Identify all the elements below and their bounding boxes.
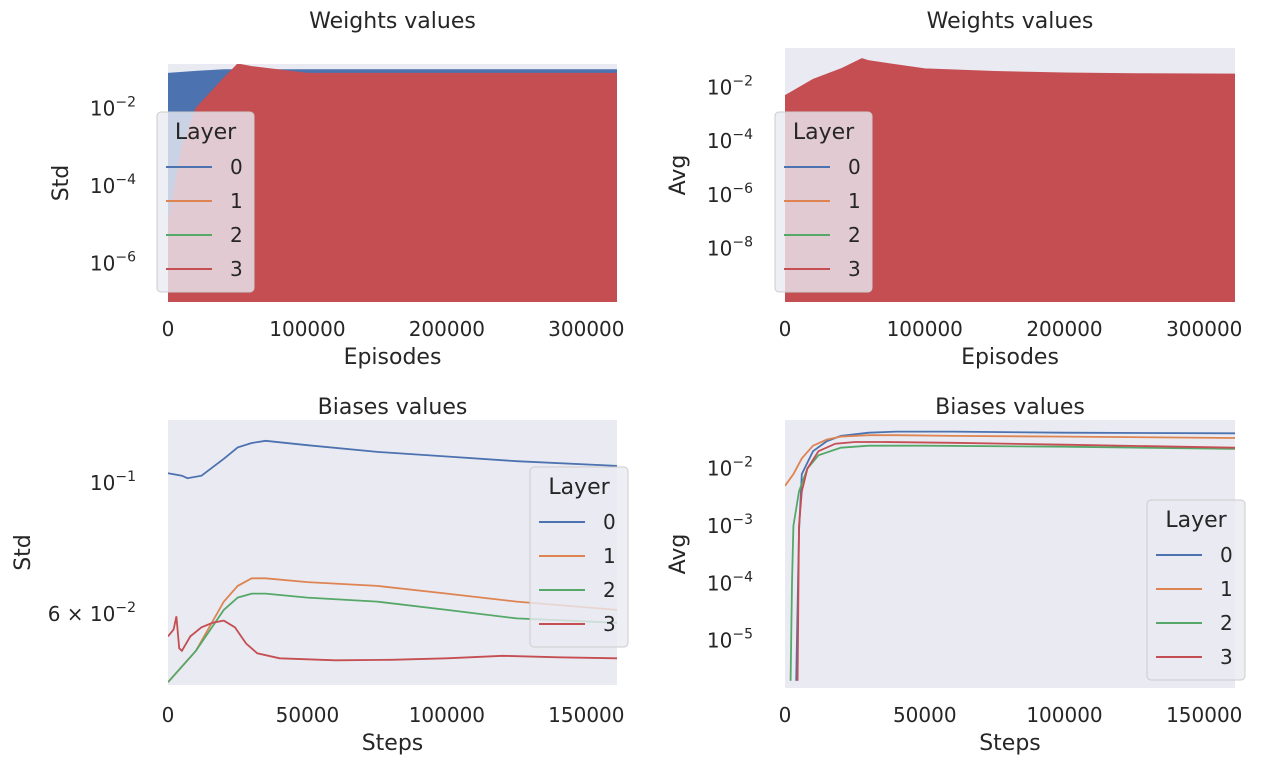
legend-entry-label: 2 xyxy=(603,578,616,602)
x-tick-label: 50000 xyxy=(893,703,957,727)
x-tick-label: 300000 xyxy=(1166,317,1242,341)
legend-entry-label: 1 xyxy=(1220,577,1233,601)
legend-entry-label: 0 xyxy=(603,510,616,534)
y-tick-label: 10−4 xyxy=(90,172,136,198)
y-tick-label: 10−1 xyxy=(90,469,136,495)
y-tick-label: 10−4 xyxy=(707,569,753,595)
x-tick-label: 300000 xyxy=(548,317,624,341)
y-axis-label: Avg xyxy=(666,155,691,196)
x-tick-label: 0 xyxy=(779,703,792,727)
x-tick-label: 0 xyxy=(162,317,175,341)
legend-entry-label: 0 xyxy=(1220,543,1233,567)
legend-title: Layer xyxy=(548,475,610,500)
y-tick-label: 10−3 xyxy=(707,512,753,538)
legend-entry-label: 2 xyxy=(848,223,861,247)
legend-entry-label: 3 xyxy=(1220,645,1233,669)
legend-entry-label: 1 xyxy=(603,544,616,568)
legend-entry-label: 0 xyxy=(848,155,861,179)
x-tick-label: 100000 xyxy=(269,317,345,341)
y-tick-label: 10−5 xyxy=(707,627,753,653)
legend-entry-label: 3 xyxy=(230,257,243,281)
series-2-line xyxy=(789,444,1235,681)
series-1-line xyxy=(168,577,617,683)
x-axis-label: Steps xyxy=(362,731,424,756)
series-3-line xyxy=(796,441,1235,681)
chart-title: Biases values xyxy=(935,395,1085,420)
y-axis-label: Std xyxy=(11,534,36,571)
y-tick-label: 10−8 xyxy=(707,234,753,260)
legend-entry-label: 3 xyxy=(848,257,861,281)
x-axis-label: Steps xyxy=(979,731,1041,756)
x-axis-label: Episodes xyxy=(344,345,442,370)
legend-entry-label: 2 xyxy=(230,223,243,247)
y-axis-label: Avg xyxy=(666,534,691,575)
y-axis-label: Std xyxy=(49,165,74,202)
x-tick-label: 100000 xyxy=(409,703,485,727)
legend: Layer 0 1 2 3 xyxy=(529,466,629,648)
legend: Layer 0 1 2 3 xyxy=(156,111,255,293)
y-tick-label: 10−2 xyxy=(707,74,753,100)
legend-entry-label: 1 xyxy=(848,189,861,213)
legend-entry-label: 2 xyxy=(1220,611,1233,635)
y-tick-label: 6 × 10−2 xyxy=(48,600,136,626)
chart-title: Biases values xyxy=(318,395,468,420)
x-tick-label: 100000 xyxy=(1026,703,1102,727)
x-tick-label: 50000 xyxy=(276,703,340,727)
legend-entry-label: 0 xyxy=(230,155,243,179)
chart-title: Weights values xyxy=(927,9,1094,34)
y-tick-label: 10−2 xyxy=(90,94,136,120)
legend-entry-label: 3 xyxy=(603,612,616,636)
series-3-line xyxy=(168,616,617,662)
chart-panel-3: Biases values Steps Std 0 50000 100000 150000 6… xyxy=(11,395,629,756)
series-3-area xyxy=(785,58,1235,302)
y-tick-label: 10−4 xyxy=(707,127,753,153)
y-tick-label: 10−6 xyxy=(707,181,753,207)
x-tick-label: 0 xyxy=(779,317,792,341)
x-tick-label: 200000 xyxy=(1026,317,1102,341)
x-tick-label: 0 xyxy=(162,703,175,727)
x-tick-label: 200000 xyxy=(409,317,485,341)
legend-entry-label: 1 xyxy=(230,189,243,213)
legend-title: Layer xyxy=(793,120,855,145)
series-1-line xyxy=(785,434,1235,487)
legend-title: Layer xyxy=(1165,508,1227,533)
x-tick-label: 150000 xyxy=(548,703,624,727)
chart-title: Weights values xyxy=(309,9,476,34)
legend-title: Layer xyxy=(175,120,237,145)
y-tick-label: 10−6 xyxy=(90,249,136,275)
series-2-line xyxy=(168,592,617,683)
legend: Layer 0 1 2 3 xyxy=(1146,499,1246,681)
chart-panel-4: Biases values Steps Avg 0 50000 100000 150000 1… xyxy=(666,395,1246,756)
legend: Layer 0 1 2 3 xyxy=(774,111,873,293)
y-tick-label: 10−2 xyxy=(707,455,753,481)
series-0-line xyxy=(168,439,617,480)
x-tick-label: 150000 xyxy=(1166,703,1242,727)
x-tick-label: 100000 xyxy=(887,317,963,341)
x-axis-label: Episodes xyxy=(961,345,1059,370)
